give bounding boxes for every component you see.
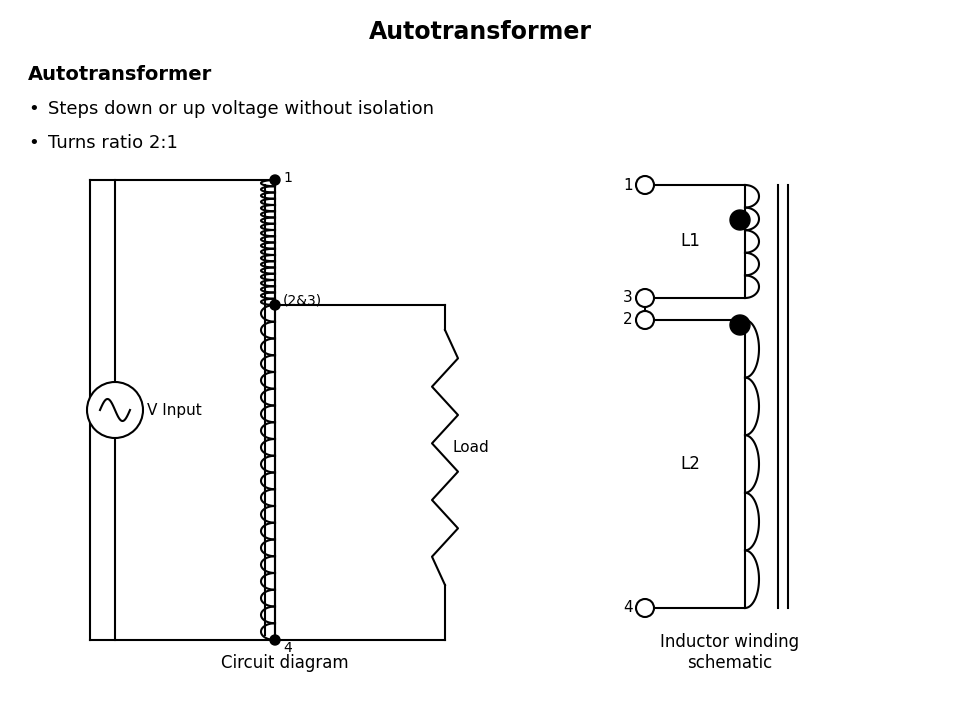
Circle shape — [636, 599, 654, 617]
Circle shape — [270, 300, 280, 310]
Text: 1: 1 — [283, 171, 292, 185]
Circle shape — [270, 175, 280, 185]
Text: 2: 2 — [623, 312, 633, 328]
Text: Autotransformer: Autotransformer — [28, 65, 212, 84]
Text: Autotransformer: Autotransformer — [369, 20, 591, 44]
Circle shape — [270, 635, 280, 645]
Text: 3: 3 — [623, 290, 633, 305]
Text: •: • — [28, 134, 38, 152]
Circle shape — [87, 382, 143, 438]
Text: 4: 4 — [623, 600, 633, 616]
Circle shape — [730, 315, 750, 335]
Circle shape — [636, 311, 654, 329]
Circle shape — [636, 176, 654, 194]
Text: L2: L2 — [680, 455, 700, 473]
Text: 4: 4 — [283, 641, 292, 655]
Circle shape — [636, 289, 654, 307]
Text: Load: Load — [453, 440, 490, 455]
Circle shape — [730, 210, 750, 230]
Text: (2&3): (2&3) — [283, 294, 323, 308]
Text: Steps down or up voltage without isolation: Steps down or up voltage without isolati… — [48, 100, 434, 118]
Text: V Input: V Input — [147, 402, 202, 418]
Text: Turns ratio 2:1: Turns ratio 2:1 — [48, 134, 178, 152]
Text: Inductor winding
schematic: Inductor winding schematic — [660, 633, 800, 672]
Text: L1: L1 — [680, 233, 700, 251]
Text: Circuit diagram: Circuit diagram — [221, 654, 348, 672]
Text: 1: 1 — [623, 178, 633, 192]
Text: •: • — [28, 100, 38, 118]
